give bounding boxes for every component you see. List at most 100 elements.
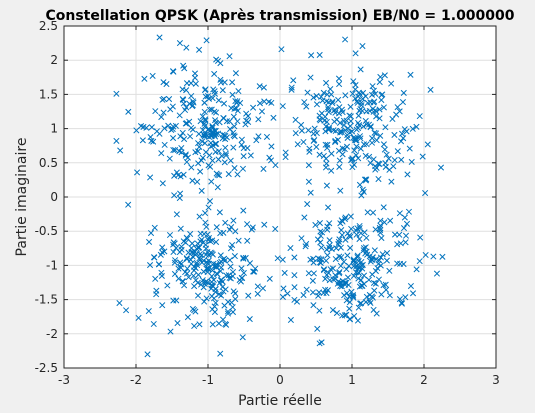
scatter-point — [316, 307, 323, 314]
scatter-point — [367, 123, 374, 130]
scatter-point — [336, 157, 343, 164]
scatter-point — [339, 231, 346, 239]
scatter-point — [239, 165, 247, 172]
scatter-point — [324, 226, 331, 233]
scatter-point — [361, 229, 368, 236]
scatter-point — [417, 234, 424, 241]
scatter-point — [359, 282, 366, 289]
scatter-point — [160, 79, 167, 86]
scatter-point — [337, 262, 344, 269]
scatter-point — [216, 259, 223, 266]
scatter-point — [201, 108, 208, 115]
scatter-point — [378, 235, 385, 242]
scatter-point — [396, 296, 403, 303]
scatter-point — [179, 86, 186, 93]
scatter-point — [229, 308, 237, 316]
scatter-point — [399, 99, 407, 106]
scatter-point — [357, 300, 364, 307]
scatter-point — [198, 252, 205, 259]
scatter-point — [388, 178, 395, 185]
scatter-point — [135, 314, 142, 321]
scatter-point — [188, 92, 195, 100]
scatter-point — [357, 276, 365, 284]
scatter-point — [189, 126, 196, 133]
scatter-point — [332, 272, 339, 279]
scatter-point — [282, 154, 289, 161]
scatter-point — [324, 252, 331, 259]
scatter-point — [260, 84, 267, 91]
scatter-point — [211, 70, 218, 78]
scatter-point — [376, 115, 383, 122]
scatter-point — [156, 130, 163, 137]
scatter-point — [145, 308, 152, 315]
scatter-point — [232, 70, 239, 77]
scatter-point — [322, 128, 329, 135]
scatter-point — [306, 148, 313, 155]
scatter-point — [336, 236, 343, 243]
scatter-point — [134, 169, 141, 176]
scatter-point — [379, 91, 386, 98]
scatter-point — [254, 283, 261, 290]
scatter-point — [310, 137, 317, 144]
scatter-point — [220, 100, 228, 107]
scatter-point — [230, 144, 237, 151]
scatter-point — [235, 237, 242, 244]
scatter-point — [351, 135, 358, 142]
scatter-point — [323, 155, 330, 162]
scatter-point — [408, 158, 415, 166]
scatter-point — [274, 255, 281, 262]
scatter-point — [391, 231, 399, 238]
scatter-point — [161, 141, 168, 148]
scatter-point — [196, 143, 203, 150]
scatter-point — [186, 118, 193, 125]
scatter-point — [181, 282, 188, 289]
scatter-point — [268, 143, 275, 150]
scatter-point — [279, 293, 286, 300]
scatter-point — [223, 272, 230, 279]
scatter-point — [403, 220, 411, 227]
scatter-point — [163, 81, 170, 88]
scatter-point — [182, 151, 189, 158]
y-tick-label: -1 — [46, 258, 58, 272]
scatter-point — [169, 68, 177, 75]
scatter-point — [266, 275, 273, 282]
scatter-point — [373, 113, 380, 120]
scatter-point — [146, 238, 153, 246]
scatter-point — [397, 260, 404, 267]
scatter-point — [391, 157, 398, 164]
x-tick-label: 1 — [348, 373, 356, 387]
scatter-point — [217, 230, 224, 237]
scatter-point — [171, 259, 178, 266]
scatter-point — [123, 307, 130, 314]
scatter-point — [318, 110, 325, 117]
scatter-point — [214, 171, 221, 178]
scatter-point — [194, 148, 202, 155]
scatter-point — [437, 164, 445, 171]
scatter-point — [372, 226, 379, 233]
scatter-point — [369, 256, 376, 264]
scatter-point — [231, 123, 238, 130]
scatter-point — [204, 231, 211, 238]
scatter-point — [316, 220, 323, 227]
y-tick-label: 1.5 — [39, 87, 58, 101]
scatter-point — [185, 274, 192, 281]
scatter-point — [183, 80, 191, 87]
scatter-point — [167, 328, 174, 335]
scatter-point — [166, 231, 174, 239]
scatter-point — [343, 290, 350, 297]
scatter-point — [346, 305, 353, 312]
scatter-point — [208, 293, 215, 300]
scatter-point — [376, 79, 383, 86]
scatter-point — [409, 125, 416, 132]
scatter-point — [153, 291, 160, 298]
scatter-point — [337, 187, 344, 194]
scatter-point — [313, 143, 320, 151]
scatter-point — [348, 225, 355, 232]
scatter-point — [368, 139, 376, 146]
scatter-point — [398, 300, 405, 307]
scatter-point — [333, 310, 340, 317]
scatter-point — [388, 80, 395, 87]
scatter-point — [176, 148, 183, 155]
scatter-point — [209, 321, 216, 328]
scatter-point — [307, 74, 314, 81]
